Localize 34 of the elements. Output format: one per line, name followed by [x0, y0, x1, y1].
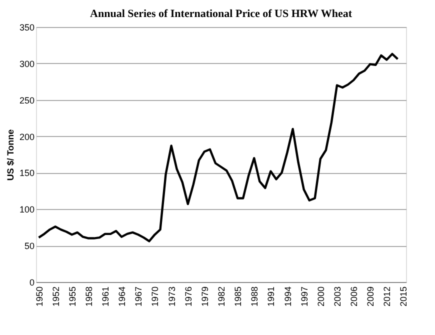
- x-tick-label: 1976: [183, 286, 194, 307]
- y-axis-title: US $/ Tonne: [5, 129, 16, 181]
- x-tick-label: 2015: [398, 286, 409, 307]
- x-tick-label: 1964: [117, 286, 128, 307]
- x-tick-label: 1973: [166, 286, 177, 307]
- x-tick-label: 1988: [250, 286, 260, 307]
- x-tick-label: 2000: [316, 286, 326, 307]
- x-tick-label: 2012: [382, 286, 392, 307]
- x-tick-label: 1982: [216, 286, 226, 307]
- x-tick-label: 1961: [100, 286, 111, 307]
- y-tick-label: 150: [19, 168, 34, 178]
- y-tick-label: 250: [19, 95, 34, 106]
- y-tick-label: 0: [29, 278, 34, 288]
- x-tick-label: 2009: [366, 286, 376, 307]
- y-tick-label: 200: [19, 132, 34, 142]
- x-tick-label: 1952: [50, 286, 61, 307]
- x-tick-label: 1985: [233, 286, 244, 307]
- chart-title: Annual Series of International Price of US HRW Wheat: [90, 8, 352, 20]
- x-tick-label: 1970: [150, 286, 160, 307]
- x-tick-label: 2006: [349, 286, 360, 307]
- line-series: [38, 52, 399, 242]
- x-tick-label: 1958: [84, 286, 94, 307]
- y-tick-label: 100: [19, 204, 34, 215]
- x-tick-label: 2003: [332, 286, 342, 307]
- x-tick-label: 1979: [200, 286, 210, 307]
- x-tick-label: 1997: [299, 286, 310, 307]
- y-tick-label: 300: [19, 58, 34, 69]
- x-tick-label: 1994: [282, 286, 293, 307]
- x-tick-label: 1950: [34, 286, 44, 307]
- y-tick-label: 350: [19, 22, 34, 32]
- y-tick-label: 50: [24, 241, 34, 252]
- x-tick-label: 1967: [134, 286, 144, 307]
- x-tick-label: 1955: [67, 286, 78, 307]
- x-tick-label: 1991: [266, 286, 276, 307]
